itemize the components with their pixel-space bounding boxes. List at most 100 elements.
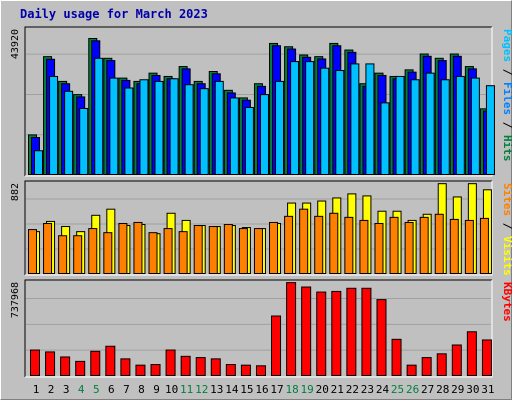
bar-pages-day-1 [34, 150, 43, 176]
x-tick-label: 11 [180, 383, 193, 396]
chart-title: Daily usage for March 2023 [20, 7, 208, 21]
x-tick-label: 1 [33, 383, 40, 396]
bar-pages-day-28 [440, 79, 450, 175]
legend-entry: Sites [501, 183, 512, 216]
x-tick-label: 22 [346, 383, 359, 396]
bar-sites-day-20 [314, 215, 324, 274]
panel-border-light [25, 27, 493, 177]
x-tick-label: 25 [391, 383, 404, 396]
x-tick-label: 12 [195, 383, 208, 396]
bar-sites-day-7 [118, 222, 128, 275]
panel-top: 43920 Pages / Files / Hits [10, 26, 512, 177]
x-tick-label: 9 [153, 383, 160, 396]
panel-border-light [25, 181, 493, 276]
bar-pages-day-11 [184, 84, 194, 175]
x-tick-label: 6 [108, 383, 115, 396]
bar-pages-day-5 [94, 57, 104, 175]
bar-kbytes-day-10 [165, 349, 176, 376]
bar-kbytes-day-8 [135, 364, 146, 377]
bar-pages-day-23 [365, 63, 375, 176]
x-tick-label: 26 [406, 383, 419, 396]
bar-pages-day-18 [290, 61, 300, 176]
bar-pages-day-12 [199, 88, 209, 175]
bar-sites-day-24 [374, 222, 384, 275]
bar-kbytes-day-23 [361, 287, 372, 376]
bar-kbytes-day-6 [105, 345, 116, 377]
bar-sites-day-3 [58, 235, 68, 274]
x-tick-label: 17 [270, 383, 283, 396]
bar-kbytes-day-5 [90, 350, 101, 376]
bar-pages-day-30 [470, 77, 480, 175]
bar-pages-day-31 [485, 85, 495, 175]
x-tick-label: 10 [165, 383, 178, 396]
x-tick-label: 30 [466, 383, 479, 396]
bar-kbytes-day-25 [391, 338, 402, 376]
panel-border-light [25, 280, 493, 378]
bar-kbytes-day-4 [75, 360, 86, 376]
legend-entry: / [501, 115, 512, 135]
panel-border-dark [24, 180, 492, 275]
x-tick-label: 27 [421, 383, 434, 396]
bar-pages-day-20 [320, 67, 330, 175]
x-tick-label: 28 [436, 383, 449, 396]
bar-pages-day-26 [410, 79, 420, 175]
bar-pages-day-14 [229, 97, 239, 175]
bar-pages-day-17 [275, 80, 285, 175]
bar-kbytes-day-21 [331, 290, 342, 376]
panel-middle: 882 Sites / Visits [10, 180, 512, 276]
bar-sites-day-6 [103, 232, 113, 275]
bar-sites-day-11 [178, 231, 188, 274]
x-tick-label: 2 [48, 383, 55, 396]
x-tick-label: 23 [361, 383, 374, 396]
bar-sites-day-12 [193, 225, 203, 274]
x-tick-label: 18 [285, 383, 298, 396]
bar-kbytes-day-12 [195, 357, 206, 376]
x-tick-label: 21 [331, 383, 344, 396]
bar-sites-day-10 [163, 228, 173, 274]
x-tick-label: 29 [451, 383, 464, 396]
bar-sites-day-15 [238, 228, 248, 274]
x-tick-label: 8 [138, 383, 145, 396]
bar-sites-day-4 [73, 235, 83, 274]
bar-sites-day-16 [253, 228, 263, 274]
bar-sites-day-28 [434, 213, 444, 274]
bar-sites-day-5 [88, 228, 98, 274]
bar-kbytes-day-19 [301, 286, 312, 376]
x-tick-label: 14 [225, 383, 239, 396]
bar-sites-day-23 [359, 219, 369, 274]
x-tick-label: 20 [316, 383, 329, 396]
bar-pages-day-6 [109, 77, 119, 175]
legend-entry: KBytes [501, 282, 512, 322]
panel-bottom: 737968 KBytes [10, 279, 512, 378]
bar-kbytes-day-13 [210, 358, 221, 377]
bar-sites-day-17 [269, 221, 279, 274]
bar-pages-day-8 [139, 79, 149, 175]
bar-pages-day-7 [124, 87, 134, 175]
bar-kbytes-day-30 [466, 331, 477, 377]
bar-pages-day-13 [214, 80, 224, 175]
x-tick-label: 24 [376, 383, 390, 396]
legend-entry: / [501, 62, 512, 82]
bar-pages-day-19 [305, 61, 315, 176]
bar-kbytes-day-2 [45, 351, 56, 376]
legend-entry: Pages [501, 29, 512, 62]
bar-pages-day-22 [350, 63, 360, 176]
bar-sites-day-18 [284, 215, 294, 274]
legend-middle: Sites / Visits [501, 183, 512, 276]
bar-kbytes-day-26 [406, 364, 417, 377]
bar-kbytes-day-20 [316, 291, 327, 376]
bar-sites-day-27 [419, 216, 429, 275]
chart-panels: 43920 Pages / Files / Hits 882 Sites / Visi… [10, 26, 512, 378]
bar-sites-day-2 [43, 222, 53, 275]
x-tick-label: 31 [481, 383, 494, 396]
bar-kbytes-day-16 [255, 365, 266, 376]
bar-pages-day-2 [49, 75, 59, 175]
bar-kbytes-day-14 [225, 364, 236, 376]
y-max-label: 882 [10, 183, 21, 201]
bar-sites-day-31 [479, 217, 489, 274]
bar-sites-day-19 [299, 208, 309, 274]
bar-pages-day-27 [425, 72, 435, 175]
bar-kbytes-day-17 [271, 315, 282, 377]
bar-kbytes-day-3 [60, 356, 71, 377]
